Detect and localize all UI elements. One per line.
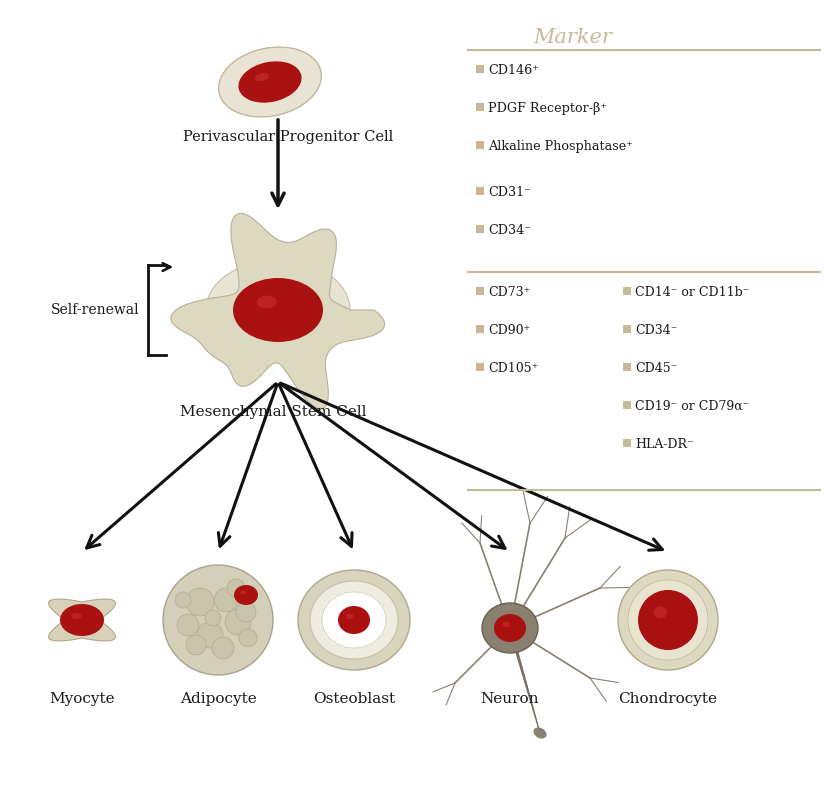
Bar <box>623 287 631 295</box>
Ellipse shape <box>239 629 257 647</box>
Ellipse shape <box>503 622 509 627</box>
Text: CD14⁻ or CD11b⁻: CD14⁻ or CD11b⁻ <box>635 286 749 299</box>
Text: CD34⁻: CD34⁻ <box>488 224 531 237</box>
Ellipse shape <box>218 47 321 117</box>
Polygon shape <box>171 214 385 409</box>
Ellipse shape <box>60 604 104 636</box>
Text: Self-renewal: Self-renewal <box>51 303 140 317</box>
Ellipse shape <box>175 592 191 608</box>
Ellipse shape <box>533 728 546 739</box>
Ellipse shape <box>298 570 410 670</box>
Text: PDGF Receptor-β⁺: PDGF Receptor-β⁺ <box>488 102 607 115</box>
Ellipse shape <box>236 602 256 622</box>
Text: CD105⁺: CD105⁺ <box>488 362 538 375</box>
Text: Mesenchymal Stem Cell: Mesenchymal Stem Cell <box>180 405 366 419</box>
Ellipse shape <box>346 614 353 619</box>
Text: Neuron: Neuron <box>480 692 539 706</box>
Ellipse shape <box>241 591 246 595</box>
Ellipse shape <box>214 588 238 612</box>
Ellipse shape <box>186 588 214 616</box>
Ellipse shape <box>225 609 251 635</box>
Bar <box>623 439 631 447</box>
Bar <box>476 287 484 295</box>
Bar <box>476 141 484 149</box>
Text: Marker: Marker <box>533 28 612 47</box>
Text: CD45⁻: CD45⁻ <box>635 362 677 375</box>
Ellipse shape <box>338 606 370 634</box>
Ellipse shape <box>186 635 206 655</box>
Ellipse shape <box>256 296 277 308</box>
Ellipse shape <box>177 614 199 636</box>
Text: Myocyte: Myocyte <box>49 692 115 706</box>
Ellipse shape <box>638 590 698 650</box>
Text: HLA-DR⁻: HLA-DR⁻ <box>635 438 694 451</box>
Bar <box>476 103 484 111</box>
Ellipse shape <box>163 565 273 675</box>
Text: Osteoblast: Osteoblast <box>313 692 395 706</box>
Ellipse shape <box>482 603 538 653</box>
Bar <box>623 325 631 333</box>
Bar <box>476 325 484 333</box>
Text: CD90⁺: CD90⁺ <box>488 324 531 337</box>
Ellipse shape <box>212 637 234 659</box>
Text: Adipocyte: Adipocyte <box>180 692 256 706</box>
Polygon shape <box>49 599 115 641</box>
Text: Perivascular Progenitor Cell: Perivascular Progenitor Cell <box>183 130 393 144</box>
Ellipse shape <box>72 613 82 619</box>
Bar <box>476 225 484 233</box>
Ellipse shape <box>227 579 245 597</box>
Ellipse shape <box>322 592 386 648</box>
Ellipse shape <box>628 580 708 660</box>
Text: Alkaline Phosphatase⁺: Alkaline Phosphatase⁺ <box>488 140 633 153</box>
Text: CD19⁻ or CD79α⁻: CD19⁻ or CD79α⁻ <box>635 400 749 413</box>
Bar <box>623 401 631 409</box>
Bar <box>623 363 631 371</box>
Text: CD31⁻: CD31⁻ <box>488 186 531 199</box>
Ellipse shape <box>310 581 398 659</box>
Ellipse shape <box>197 622 223 648</box>
Ellipse shape <box>206 260 350 360</box>
Bar <box>476 65 484 73</box>
Ellipse shape <box>205 610 221 626</box>
Bar <box>476 187 484 195</box>
Ellipse shape <box>255 73 269 81</box>
Ellipse shape <box>233 278 323 342</box>
Bar <box>476 363 484 371</box>
Ellipse shape <box>494 614 526 642</box>
Text: Chondrocyte: Chondrocyte <box>619 692 718 706</box>
Text: CD146⁺: CD146⁺ <box>488 64 539 77</box>
Ellipse shape <box>238 62 302 103</box>
Text: CD34⁻: CD34⁻ <box>635 324 677 337</box>
Ellipse shape <box>618 570 718 670</box>
Text: CD73⁺: CD73⁺ <box>488 286 531 299</box>
Ellipse shape <box>234 585 258 605</box>
Ellipse shape <box>653 607 667 619</box>
